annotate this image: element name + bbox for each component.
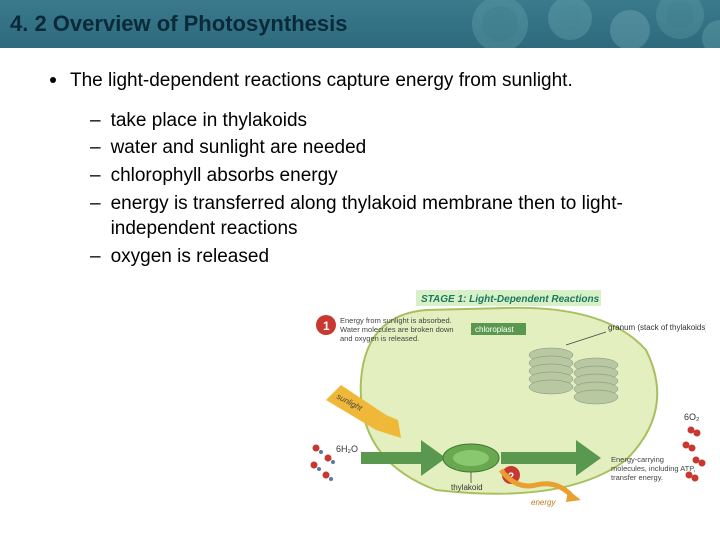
- sub-bullet-list: – take place in thylakoids – water and s…: [90, 108, 692, 270]
- sub-bullet-text: energy is transferred along thylakoid me…: [111, 191, 671, 242]
- energy-label: energy: [531, 498, 556, 507]
- sub-bullet-text: oxygen is released: [111, 244, 269, 270]
- granum-label: granum (stack of thylakoids): [608, 323, 706, 332]
- slide-title: 4. 2 Overview of Photosynthesis: [10, 11, 347, 37]
- step1-text-box: Energy from sunlight is absorbed. Water …: [340, 316, 460, 376]
- sub-bullet: – water and sunlight are needed: [90, 135, 692, 161]
- dash-marker: –: [90, 163, 101, 189]
- step1-text: Energy from sunlight is absorbed. Water …: [340, 316, 460, 343]
- stage-label: STAGE 1: Light-Dependent Reactions: [421, 294, 600, 305]
- thylakoid-label: thylakoid: [451, 483, 483, 492]
- water-molecules: [311, 445, 336, 482]
- main-bullet: The light-dependent reactions capture en…: [50, 68, 692, 94]
- step1-number: 1: [323, 319, 330, 333]
- dash-marker: –: [90, 244, 101, 270]
- energy-arrowhead: [566, 490, 581, 502]
- granum-stack: [574, 358, 618, 404]
- slide-content: The light-dependent reactions capture en…: [0, 48, 720, 269]
- sub-bullet: – energy is transferred along thylakoid …: [90, 191, 692, 242]
- main-bullet-text: The light-dependent reactions capture en…: [70, 68, 573, 94]
- dash-marker: –: [90, 191, 101, 217]
- slide-header: 4. 2 Overview of Photosynthesis: [0, 0, 720, 48]
- sub-bullet: – take place in thylakoids: [90, 108, 692, 134]
- sub-bullet-text: chlorophyll absorbs energy: [111, 163, 338, 189]
- sub-bullet-text: water and sunlight are needed: [111, 135, 367, 161]
- water-label: 6H₂O: [336, 444, 358, 454]
- sub-bullet-text: take place in thylakoids: [111, 108, 307, 134]
- bullet-marker: [50, 77, 56, 83]
- chloroplast-label: chloroplast: [475, 325, 514, 334]
- dash-marker: –: [90, 108, 101, 134]
- oxygen-label: 6O₂: [684, 412, 700, 422]
- sub-bullet: – oxygen is released: [90, 244, 692, 270]
- header-texture: [460, 0, 720, 48]
- thylakoid-inner: [453, 450, 489, 466]
- right-text-box: Energy-carrying molecules, including ATP…: [611, 455, 701, 505]
- sub-bullet: – chlorophyll absorbs energy: [90, 163, 692, 189]
- granum-stack: [529, 348, 573, 394]
- light-dependent-diagram: STAGE 1: Light-Dependent Reactions chlor…: [306, 290, 706, 510]
- dash-marker: –: [90, 135, 101, 161]
